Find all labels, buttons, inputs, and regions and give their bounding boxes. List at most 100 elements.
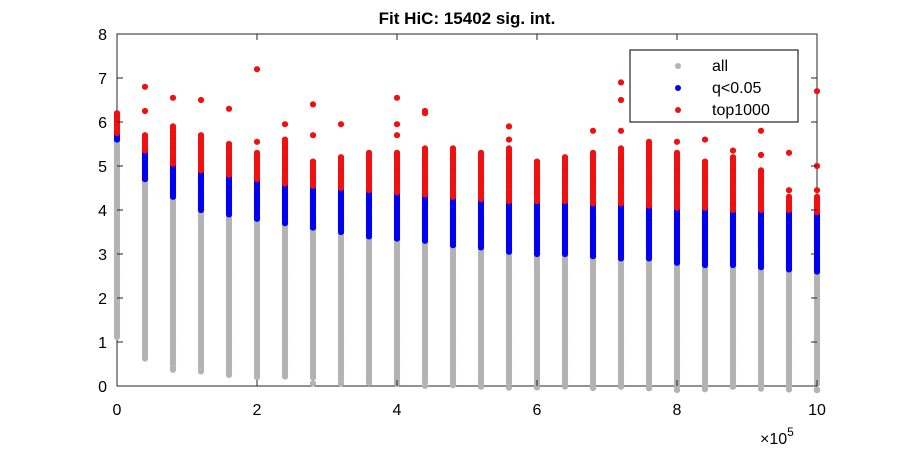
data-point: [225, 171, 233, 178]
data-point: [477, 244, 485, 251]
data-point: [561, 383, 569, 390]
data-point-outlier: [617, 79, 625, 86]
data-point: [533, 250, 541, 258]
y-tick-label: 7: [98, 71, 107, 88]
y-tick-label: 8: [98, 27, 107, 44]
data-point: [337, 380, 345, 387]
chart-title: Fit HiC: 15402 sig. int.: [379, 9, 556, 28]
data-point-outlier: [309, 132, 317, 139]
series-all: [113, 136, 821, 394]
x-tick-label: 2: [253, 402, 262, 419]
legend-marker-top: [675, 107, 681, 113]
data-point-outlier: [421, 110, 429, 117]
data-point-outlier: [701, 136, 709, 143]
data-point: [785, 206, 793, 214]
data-point-outlier: [169, 94, 177, 101]
data-point: [729, 261, 737, 269]
data-point: [337, 228, 345, 236]
data-point: [197, 167, 205, 174]
data-points: [113, 66, 821, 394]
data-point: [421, 377, 429, 384]
data-point-outlier: [393, 132, 401, 139]
data-point: [617, 200, 625, 207]
series-top1000: [113, 66, 821, 216]
data-point: [505, 248, 513, 255]
data-point: [225, 211, 233, 218]
x-tick-label: 4: [393, 402, 402, 419]
legend-label-top: top1000: [712, 102, 770, 119]
data-point-outlier: [785, 187, 793, 194]
data-point: [701, 204, 709, 211]
legend-marker-all: [675, 63, 681, 69]
data-point: [813, 386, 821, 393]
x-multiplier: ×105: [760, 425, 794, 448]
data-point: [449, 379, 457, 386]
data-point-outlier: [757, 127, 765, 134]
data-point: [617, 381, 625, 388]
data-point: [757, 206, 765, 214]
series-q-0-05: [113, 129, 821, 275]
data-point: [365, 233, 373, 240]
data-point: [701, 261, 709, 269]
data-point: [757, 264, 765, 271]
data-point-outlier: [309, 101, 317, 108]
data-point: [309, 374, 317, 381]
data-point-outlier: [141, 83, 149, 90]
y-tick-label: 6: [98, 115, 107, 132]
data-point: [645, 202, 653, 209]
data-point-outlier: [617, 96, 625, 104]
data-point: [449, 193, 457, 200]
data-point-outlier: [337, 121, 345, 128]
data-point: [421, 191, 429, 198]
data-point: [757, 381, 765, 388]
y-tick-label: 4: [98, 203, 107, 220]
x-tick-label: 6: [533, 402, 542, 419]
data-point: [477, 195, 485, 203]
data-point: [505, 198, 513, 205]
data-point: [141, 176, 149, 183]
data-point: [337, 184, 345, 192]
x-tick-label: 8: [673, 402, 682, 419]
data-point-outlier: [505, 123, 513, 130]
y-tick-label: 0: [98, 379, 107, 396]
data-point: [253, 370, 261, 377]
data-point-outlier: [813, 187, 821, 194]
data-point-outlier: [393, 94, 401, 101]
data-point-outlier: [813, 88, 821, 95]
legend-box: [629, 49, 799, 123]
data-point: [169, 193, 177, 200]
data-point: [309, 380, 317, 387]
legend-label-all: all: [712, 58, 728, 75]
data-point-outlier: [589, 127, 597, 134]
x-multiplier-base: ×10: [760, 431, 787, 448]
legend-marker-q: [675, 85, 681, 91]
data-point: [309, 182, 317, 189]
data-point: [813, 268, 821, 275]
y-tick-label: 5: [98, 159, 107, 176]
data-point: [421, 237, 429, 244]
data-point: [281, 220, 289, 227]
data-point-outlier: [645, 138, 653, 145]
data-point: [673, 204, 681, 211]
x-tick-label: 0: [113, 402, 122, 419]
data-point: [449, 242, 457, 249]
data-point: [645, 255, 653, 262]
data-point: [813, 209, 821, 216]
data-point: [141, 355, 149, 362]
data-point: [113, 330, 121, 338]
legend-label-q: q<0.05: [712, 80, 761, 97]
data-point: [617, 255, 625, 262]
data-point: [729, 206, 737, 214]
data-point: [365, 187, 373, 194]
data-point-outlier: [785, 149, 793, 156]
data-point: [533, 198, 541, 205]
data-point-outlier: [757, 151, 765, 159]
data-point: [673, 259, 681, 266]
data-point: [141, 147, 149, 154]
data-point: [729, 382, 737, 389]
data-point-outlier: [253, 138, 261, 145]
y-tick-label: 1: [98, 335, 107, 352]
data-point-outlier: [225, 105, 233, 112]
